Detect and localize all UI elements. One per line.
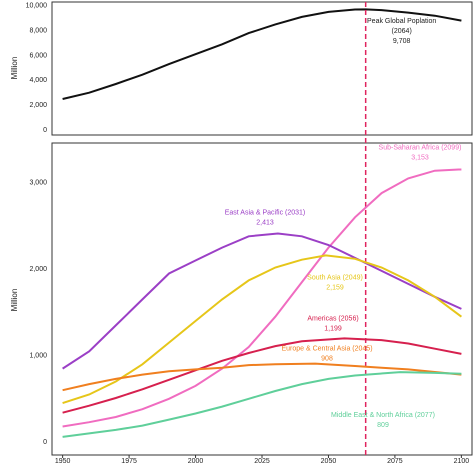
x-tick-label: 2025: [254, 458, 270, 465]
series-line: [62, 232, 462, 370]
y-tick-label: 8,000: [29, 27, 47, 34]
peak-label: 908: [321, 355, 333, 362]
x-tick-label: 2050: [321, 458, 337, 465]
x-tick-label: 1975: [121, 458, 137, 465]
peak-label: 1,199: [324, 325, 342, 332]
series-line: [62, 168, 462, 428]
series-label: Sub-Saharan Africa (2099): [379, 144, 462, 151]
peak-label: 2,413: [256, 219, 274, 226]
series-line: [62, 371, 462, 438]
bottom-frame: [51, 142, 473, 456]
series-line: [62, 362, 462, 392]
series-label: Europe & Central Asia (2045): [281, 345, 372, 352]
series-line: [62, 254, 462, 405]
peak-label: 809: [377, 422, 389, 429]
annotation-text: Peak Global Poplation: [367, 18, 436, 25]
series-line: [62, 8, 462, 100]
x-tick-label: 2000: [188, 458, 204, 465]
x-tick-label: 2100: [454, 458, 470, 465]
y-tick-label: 0: [43, 127, 47, 134]
peak-label: 3,153: [411, 154, 429, 161]
y-tick-label: 6,000: [29, 52, 47, 59]
series-line: [62, 337, 462, 414]
y-tick-label: 10,000: [26, 3, 48, 10]
x-tick-label: 1950: [55, 458, 71, 465]
y-tick-label: 2,000: [29, 266, 47, 273]
y-tick-label: 0: [43, 439, 47, 446]
annotation-value: 9,708: [393, 38, 411, 45]
y-axis-label: Million: [10, 289, 19, 312]
y-tick-label: 1,000: [29, 352, 47, 359]
annotation-text: (2064): [392, 28, 412, 35]
x-tick-label: 2075: [387, 458, 403, 465]
y-tick-label: 2,000: [29, 102, 47, 109]
series-label: Middle East & North Africa (2077): [331, 412, 435, 419]
y-axis-label: Million: [10, 57, 19, 80]
top-frame: [51, 1, 473, 136]
series-label: South Asia (2049): [307, 274, 363, 281]
series-label: East Asia & Pacific (2031): [225, 209, 306, 216]
y-tick-label: 3,000: [29, 180, 47, 187]
series-label: Americas (2056): [307, 315, 358, 322]
y-tick-label: 4,000: [29, 77, 47, 84]
peak-label: 2,159: [326, 284, 344, 291]
